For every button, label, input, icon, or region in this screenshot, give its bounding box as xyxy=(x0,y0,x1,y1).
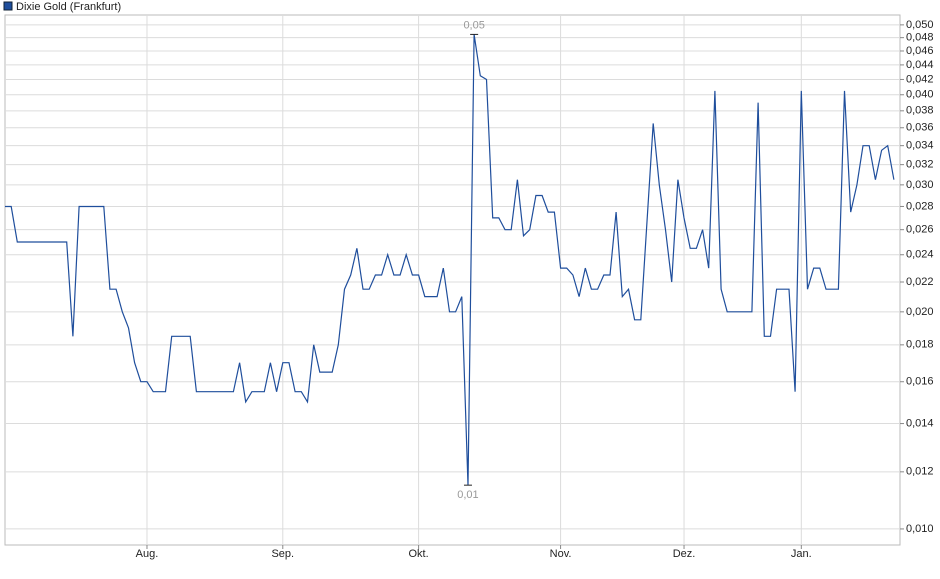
x-tick-label: Sep. xyxy=(271,548,294,560)
legend-label: Dixie Gold (Frankfurt) xyxy=(16,1,121,13)
y-tick-label: 0,016 xyxy=(906,376,934,388)
y-tick-label: 0,012 xyxy=(906,466,934,478)
y-tick-label: 0,022 xyxy=(906,276,934,288)
y-tick-label: 0,024 xyxy=(906,249,934,261)
y-tick-label: 0,050 xyxy=(906,19,934,31)
y-tick-label: 0,048 xyxy=(906,32,934,44)
x-tick-label: Okt. xyxy=(409,548,429,560)
y-tick-label: 0,010 xyxy=(906,523,934,535)
x-tick-label: Aug. xyxy=(136,548,159,560)
y-tick-label: 0,044 xyxy=(906,59,934,71)
x-tick-label: Dez. xyxy=(673,548,696,560)
extreme-label: 0,05 xyxy=(463,19,484,31)
y-tick-label: 0,020 xyxy=(906,306,934,318)
y-tick-label: 0,026 xyxy=(906,224,934,236)
x-tick-label: Jan. xyxy=(791,548,812,560)
y-tick-label: 0,038 xyxy=(906,105,934,117)
y-tick-label: 0,028 xyxy=(906,200,934,212)
extreme-label: 0,01 xyxy=(457,489,478,501)
plot-frame xyxy=(4,14,901,546)
y-tick-label: 0,036 xyxy=(906,122,934,134)
y-tick-label: 0,032 xyxy=(906,159,934,171)
y-tick-label: 0,046 xyxy=(906,45,934,57)
price-line xyxy=(5,34,895,486)
y-tick-label: 0,030 xyxy=(906,179,934,191)
x-tick-label: Nov. xyxy=(550,548,572,560)
y-tick-label: 0,034 xyxy=(906,140,934,152)
y-tick-label: 0,018 xyxy=(906,339,934,351)
y-tick-label: 0,040 xyxy=(906,89,934,101)
y-tick-label: 0,042 xyxy=(906,73,934,85)
legend-swatch xyxy=(3,1,13,11)
y-tick-label: 0,014 xyxy=(906,417,934,429)
